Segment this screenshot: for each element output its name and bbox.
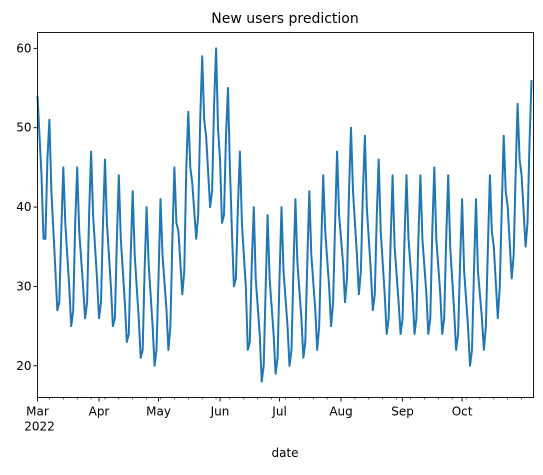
y-axis: 20 30 40 50 60 — [16, 41, 38, 373]
x-tick-year-label: 2022 — [24, 420, 55, 434]
line-layer — [36, 47, 533, 383]
y-tick-label: 40 — [16, 200, 31, 214]
x-tick-label: Jun — [210, 405, 230, 419]
chart-title: New users prediction — [211, 11, 359, 27]
x-tick-label: May — [146, 405, 171, 419]
x-tick-label: Mar — [26, 405, 49, 419]
x-tick-label: Oct — [452, 405, 473, 419]
x-tick-label: Sep — [391, 405, 414, 419]
x-tick-label: Aug — [329, 405, 352, 419]
x-tick-label: Jul — [271, 405, 286, 419]
y-tick-label: 20 — [16, 359, 31, 373]
plot-frame — [37, 32, 534, 398]
y-tick-label: 30 — [16, 279, 31, 293]
y-tick-label: 60 — [16, 41, 31, 55]
y-tick-label: 50 — [16, 121, 31, 135]
x-tick-label: Apr — [89, 405, 110, 419]
x-axis-label: date — [271, 446, 298, 460]
series-line-0 — [36, 47, 533, 383]
